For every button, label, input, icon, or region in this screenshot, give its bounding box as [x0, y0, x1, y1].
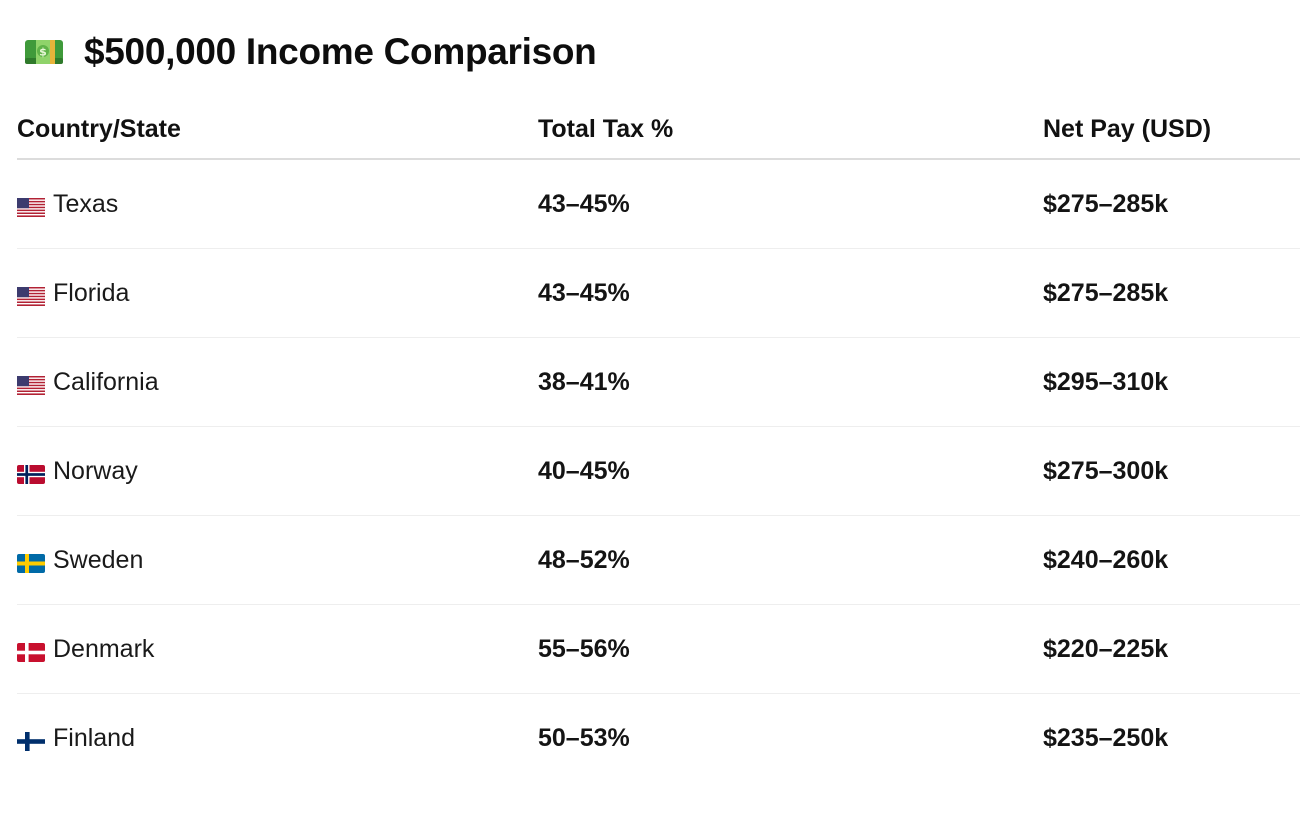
country-name: Finland	[53, 723, 135, 752]
column-header-total-tax: Total Tax %	[538, 100, 1043, 160]
country-cell: Denmark	[17, 604, 538, 694]
country-name: Norway	[53, 456, 138, 485]
country-name: Texas	[53, 189, 119, 218]
tax-cell: 43–45%	[538, 248, 1043, 338]
country-cell: Sweden	[17, 515, 538, 605]
table-row: Texas 43–45% $275–285k	[17, 159, 1300, 249]
tax-cell: 48–52%	[538, 515, 1043, 605]
column-header-net-pay: Net Pay (USD)	[1043, 100, 1300, 160]
column-header-country: Country/State	[17, 100, 538, 160]
tax-cell: 50–53%	[538, 723, 630, 752]
net-pay-cell: $275–285k	[1043, 248, 1300, 338]
country-cell: Finland	[17, 694, 538, 783]
net-pay-cell: $240–260k	[1043, 515, 1300, 605]
finland-flag-icon	[17, 729, 45, 751]
net-pay-cell: $235–250k	[1043, 723, 1169, 752]
table-header-row: Country/State Total Tax % Net Pay (USD)	[17, 100, 1300, 160]
table-row: California 38–41% $295–310k	[17, 337, 1300, 427]
country-name: California	[53, 367, 159, 396]
country-name: Sweden	[53, 545, 144, 574]
country-cell: California	[17, 337, 538, 427]
country-name: Florida	[53, 278, 130, 307]
tax-cell: 40–45%	[538, 426, 1043, 516]
tax-cell: 55–56%	[538, 604, 1043, 694]
page-title: $500,000 Income Comparison	[84, 31, 597, 72]
country-name: Denmark	[53, 634, 155, 663]
us-flag-icon	[17, 195, 45, 217]
table-row: Norway 40–45% $275–300k	[17, 426, 1300, 516]
norway-flag-icon	[17, 462, 45, 484]
table-row: Florida 43–45% $275–285k	[17, 248, 1300, 338]
page-title-row: $ $500,000 Income Comparison	[24, 28, 597, 76]
table-row: Sweden 48–52% $240–260k	[17, 515, 1300, 605]
net-pay-cell: $295–310k	[1043, 337, 1300, 427]
table-row: Finland 50–53% $235–250k	[17, 694, 1300, 783]
net-pay-cell: $275–285k	[1043, 159, 1300, 249]
sweden-flag-icon	[17, 551, 45, 573]
tax-cell: 43–45%	[538, 159, 1043, 249]
income-comparison-table: Country/State Total Tax % Net Pay (USD)	[17, 100, 1300, 782]
country-cell: Texas	[17, 159, 538, 249]
us-flag-icon	[17, 373, 45, 395]
net-pay-cell: $220–225k	[1043, 604, 1300, 694]
svg-text:$: $	[39, 46, 47, 59]
us-flag-icon	[17, 284, 45, 306]
country-cell: Florida	[17, 248, 538, 338]
country-cell: Norway	[17, 426, 538, 516]
denmark-flag-icon	[17, 640, 45, 662]
table-row: Denmark 55–56% $220–225k	[17, 604, 1300, 694]
tax-cell: 38–41%	[538, 337, 1043, 427]
money-bill-icon: $	[24, 36, 64, 68]
net-pay-cell: $275–300k	[1043, 426, 1300, 516]
